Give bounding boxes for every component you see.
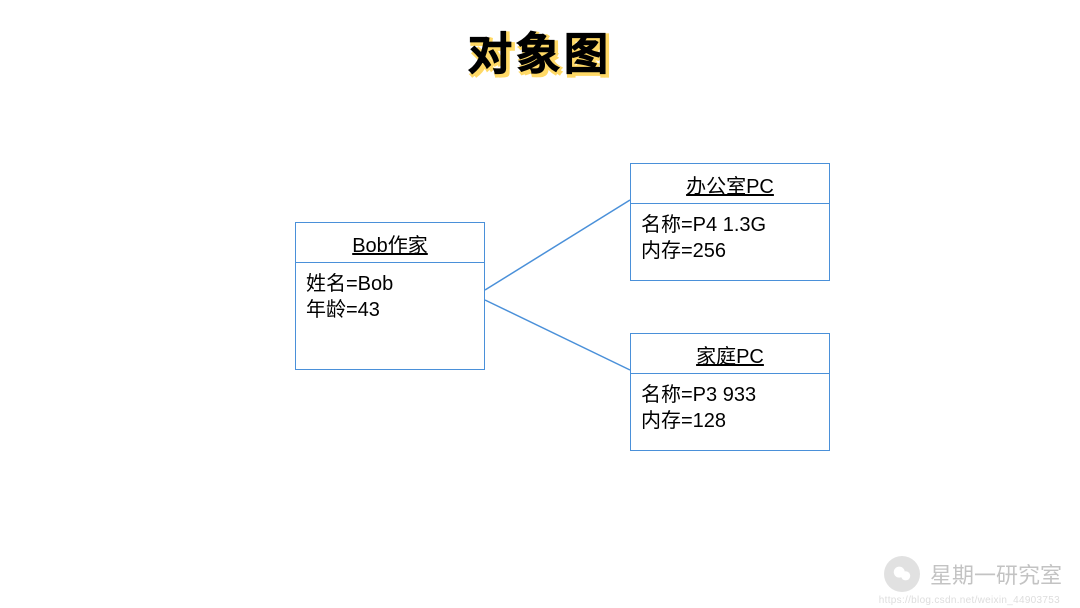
edge-bob-office_pc <box>485 200 630 290</box>
publisher-watermark: 星期一研究室 <box>884 556 1062 592</box>
object-attributes: 名称=P3 933内存=128 <box>631 374 829 444</box>
object-attribute: 名称=P3 933 <box>641 382 819 408</box>
object-attribute: 名称=P4 1.3G <box>641 212 819 238</box>
url-watermark: https://blog.csdn.net/weixin_44903753 <box>879 595 1060 606</box>
object-attribute: 年龄=43 <box>306 297 474 323</box>
object-title: 家庭PC <box>631 334 829 374</box>
wechat-icon <box>884 556 920 592</box>
object-title: 办公室PC <box>631 164 829 204</box>
object-attribute: 姓名=Bob <box>306 271 474 297</box>
object-attributes: 名称=P4 1.3G内存=256 <box>631 204 829 274</box>
object-attribute: 内存=256 <box>641 238 819 264</box>
edge-layer <box>0 0 1080 608</box>
object-node-office_pc: 办公室PC名称=P4 1.3G内存=256 <box>630 163 830 281</box>
watermark-label: 星期一研究室 <box>930 558 1062 590</box>
edge-bob-home_pc <box>485 300 630 370</box>
object-node-home_pc: 家庭PC名称=P3 933内存=128 <box>630 333 830 451</box>
object-attributes: 姓名=Bob年龄=43 <box>296 263 484 333</box>
object-attribute: 内存=128 <box>641 408 819 434</box>
object-title: Bob作家 <box>296 223 484 263</box>
object-node-bob: Bob作家姓名=Bob年龄=43 <box>295 222 485 370</box>
